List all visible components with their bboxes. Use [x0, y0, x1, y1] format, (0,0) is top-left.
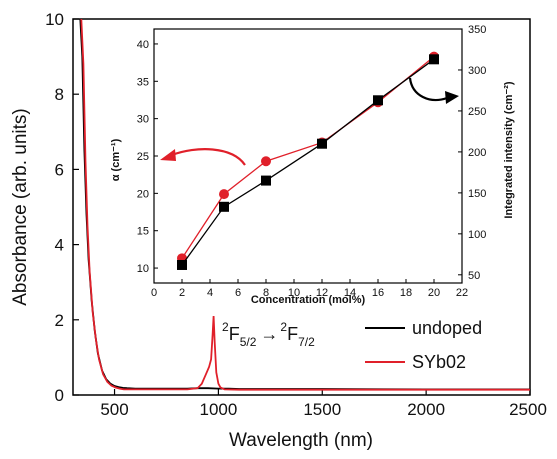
transition-start-base: F [229, 324, 240, 344]
inset-x-axis-label: Concentration (mol%) [251, 294, 366, 306]
main-y-tick-label: 2 [55, 311, 64, 330]
inset-x-tick-label: 10 [288, 287, 300, 299]
inset-y2-tick-label: 200 [468, 147, 486, 159]
transition-end-base: F [287, 324, 298, 344]
inset-y2-tick-label: 350 [468, 24, 486, 36]
main-y-tick-label: 4 [55, 236, 64, 255]
black-arrow-head [445, 91, 459, 104]
inset-y-tick-label: 25 [137, 151, 149, 163]
main-y-tick-label: 8 [55, 85, 64, 104]
main-x-tick-label: 1000 [199, 400, 237, 419]
inset-x-tick-label: 18 [400, 287, 412, 299]
transition-start-sub: 5/2 [240, 335, 257, 349]
inset-x-tick-label: 22 [456, 287, 468, 299]
inset-point-intensity [177, 259, 187, 270]
inset-y-axis-label: α (cm⁻¹) [110, 138, 122, 181]
transition-arrow: → [260, 324, 278, 344]
legend-label-undoped: undoped [412, 318, 482, 338]
inset-series [177, 51, 439, 270]
inset-y-tick-label: 35 [137, 76, 149, 88]
main-x-ticks: 500 1000 1500 2000 2500 [100, 389, 547, 419]
inset-y2-tick-label: 300 [468, 65, 486, 77]
inset-x-tick-label: 20 [428, 287, 440, 299]
inset-y-ticks: 10 15 20 25 30 35 40 [137, 39, 158, 275]
inset-x-tick-label: 14 [344, 287, 356, 299]
main-legend: undoped SYb02 [365, 318, 482, 372]
main-x-tick-label: 500 [100, 400, 128, 419]
main-x-axis-label: Wavelength (nm) [229, 430, 373, 451]
main-plot-frame [72, 18, 531, 396]
main-series [79, 18, 530, 391]
inset-y2-axis-label: Integrated intensity (cm⁻²) [503, 81, 515, 219]
inset-y2-tick-label: 100 [468, 229, 486, 241]
legend-label-syb02: SYb02 [412, 352, 466, 372]
main-series-line-syb02 [80, 18, 530, 391]
inset-x-tick-label: 12 [316, 287, 328, 299]
transition-start-sup: 2 [222, 320, 229, 334]
main-y-axis-label: Absorbance (arb. units) [10, 108, 31, 306]
main-x-tick-label: 1500 [303, 400, 341, 419]
inset-x-tick-label: 6 [235, 287, 241, 299]
inset-x-tick-label: 0 [151, 287, 157, 299]
inset-point-intensity [219, 201, 229, 212]
inset-point-intensity [429, 54, 439, 65]
inset-x-tick-label: 8 [263, 287, 269, 299]
inset-y2-ticks: 50 100 150 200 250 300 350 [458, 24, 486, 282]
red-arrow-head [160, 149, 176, 161]
black-curved-arrow [408, 77, 448, 102]
inset-point-intensity [317, 138, 327, 149]
main-y-ticks: 0 2 4 6 8 10 [45, 10, 79, 405]
inset-point-absorption [261, 156, 271, 167]
inset-y2-tick-label: 150 [468, 188, 486, 200]
inset-series-line-absorption [181, 56, 435, 259]
inset-x-tick-label: 2 [179, 287, 185, 299]
transition-annotation: 2F5/2 → 2F7/2 [222, 320, 315, 349]
inset-x-ticks: 0 2 4 6 8 10 12 14 16 18 20 22 [151, 279, 468, 299]
inset-point-absorption [219, 189, 229, 200]
inset-y-tick-label: 15 [137, 226, 149, 238]
main-y-tick-label: 0 [55, 386, 64, 405]
inset-chart: 0 2 4 6 8 10 12 14 16 18 20 22 10 15 20 25 30 35 40 50 100… [110, 24, 515, 306]
main-y-tick-label: 6 [55, 160, 64, 179]
inset-white-bg [154, 29, 462, 283]
inset-x-tick-label: 4 [207, 287, 213, 299]
main-y-tick-label: 10 [45, 10, 64, 29]
inset-x-tick-label: 16 [372, 287, 384, 299]
inset-point-intensity [373, 95, 383, 106]
inset-series-line-intensity [181, 58, 435, 266]
transition-end-sup: 2 [280, 320, 287, 334]
red-curved-arrow [171, 148, 246, 166]
inset-y-tick-label: 40 [137, 39, 149, 51]
main-x-tick-label: 2000 [407, 400, 445, 419]
inset-y-tick-label: 30 [137, 114, 149, 126]
main-x-tick-label: 2500 [509, 400, 547, 419]
inset-y2-tick-label: 250 [468, 106, 486, 118]
inset-y2-tick-label: 50 [468, 270, 480, 282]
transition-end-sub: 7/2 [298, 335, 315, 349]
inset-y-tick-label: 20 [137, 188, 149, 200]
inset-y-tick-label: 10 [137, 263, 149, 275]
inset-point-intensity [261, 175, 271, 186]
